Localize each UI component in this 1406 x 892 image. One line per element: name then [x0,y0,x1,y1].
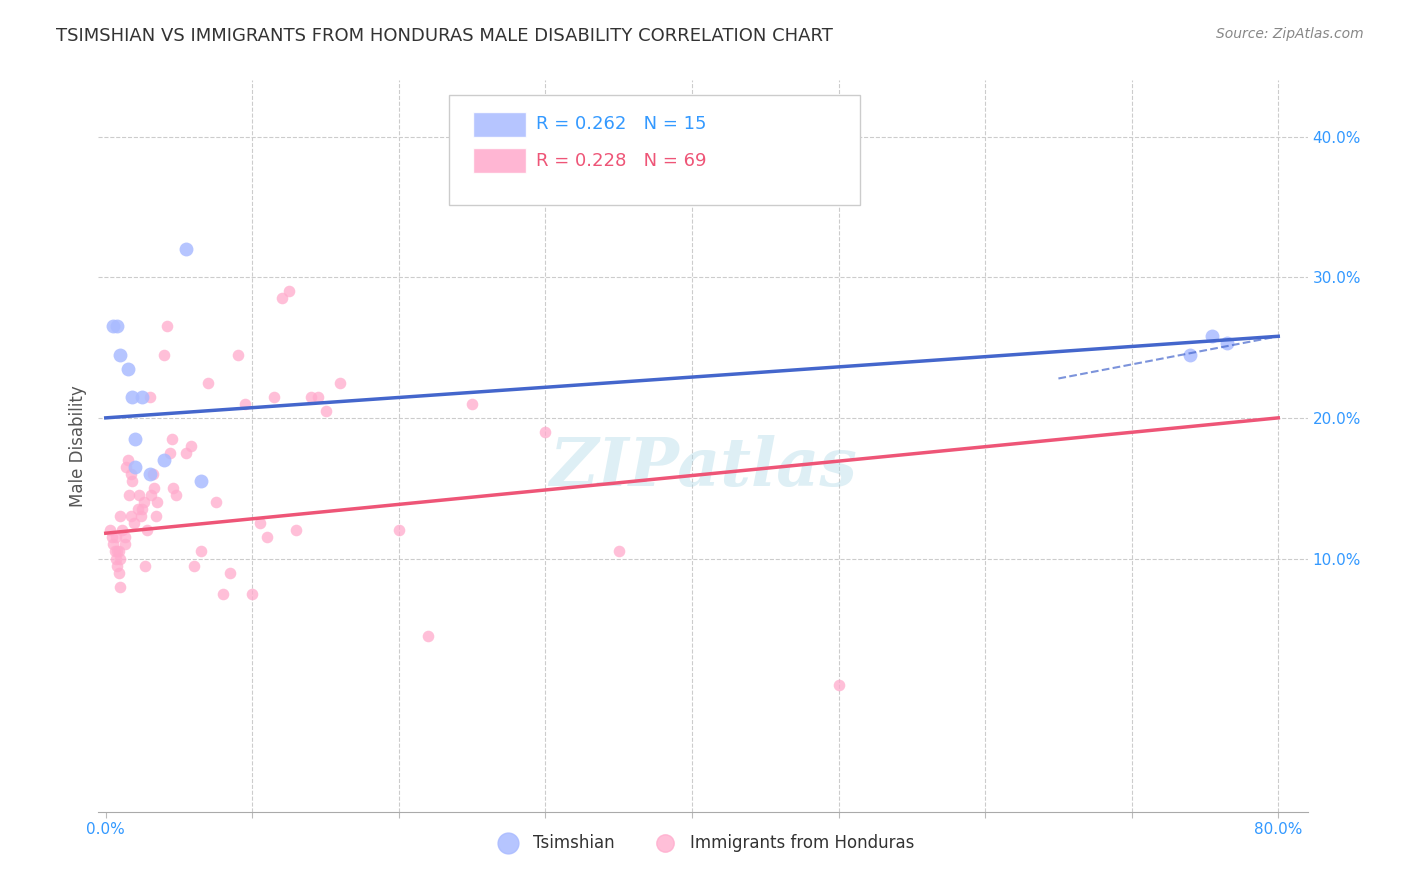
Y-axis label: Male Disability: Male Disability [69,385,87,507]
Point [135,524,157,538]
Point [176,446,198,460]
FancyBboxPatch shape [449,95,860,204]
Point [249,516,271,531]
Point [131,390,153,404]
Point [1216,336,1239,351]
Point [183,558,205,573]
Point [121,390,143,404]
Point [197,376,219,390]
Point [124,460,146,475]
Point [98,524,121,538]
FancyBboxPatch shape [474,112,526,136]
Point [114,537,136,551]
Point [110,509,132,524]
Legend: Tsimshian, Immigrants from Honduras: Tsimshian, Immigrants from Honduras [485,827,921,858]
Point [226,348,249,362]
Point [120,509,142,524]
Point [107,319,129,334]
Point [105,551,128,566]
Point [190,544,212,558]
Point [329,376,352,390]
Point [1201,329,1223,343]
Point [110,580,132,594]
Point [299,390,322,404]
Point [176,242,198,256]
Point [315,404,337,418]
Point [143,481,166,495]
Point [111,524,134,538]
Point [108,566,131,580]
Point [117,453,139,467]
Point [607,544,630,558]
Point [122,516,145,531]
Point [162,481,184,495]
Point [461,397,484,411]
Point [107,544,129,558]
Point [114,530,136,544]
Point [127,502,149,516]
Point [115,460,138,475]
Point [285,524,308,538]
Point [190,474,212,488]
Point [263,390,285,404]
Point [827,678,849,692]
FancyBboxPatch shape [474,148,526,173]
Point [134,558,156,573]
Point [105,530,128,544]
Point [219,566,242,580]
Point [131,502,153,516]
Text: R = 0.262   N = 15: R = 0.262 N = 15 [536,115,707,133]
Point [1180,348,1202,362]
Point [118,488,141,502]
Point [240,587,263,601]
Point [307,390,329,404]
Point [110,551,132,566]
Point [132,495,155,509]
Point [233,397,256,411]
Point [212,587,235,601]
Point [124,432,146,446]
Point [108,544,131,558]
Point [100,530,122,544]
Point [142,467,165,482]
Point [110,348,132,362]
Point [146,495,169,509]
Text: Source: ZipAtlas.com: Source: ZipAtlas.com [1216,27,1364,41]
Point [204,495,226,509]
Point [138,467,160,482]
Point [165,488,187,502]
Point [145,509,167,524]
Point [117,361,139,376]
Point [129,509,152,524]
Point [278,285,301,299]
Point [128,488,150,502]
Point [138,390,160,404]
Point [101,319,124,334]
Point [121,474,143,488]
Point [418,629,440,643]
Point [103,544,125,558]
Point [141,488,163,502]
Point [388,524,411,538]
Point [120,467,142,482]
Text: R = 0.228   N = 69: R = 0.228 N = 69 [536,152,707,169]
Point [153,453,176,467]
Point [101,537,124,551]
Point [180,439,202,453]
Point [534,425,557,439]
Point [270,291,292,305]
Point [107,558,129,573]
Text: ZIPatlas: ZIPatlas [550,435,856,500]
Point [160,432,183,446]
Point [159,446,181,460]
Point [256,530,278,544]
Text: TSIMSHIAN VS IMMIGRANTS FROM HONDURAS MALE DISABILITY CORRELATION CHART: TSIMSHIAN VS IMMIGRANTS FROM HONDURAS MA… [56,27,834,45]
Point [156,319,179,334]
Point [153,348,176,362]
